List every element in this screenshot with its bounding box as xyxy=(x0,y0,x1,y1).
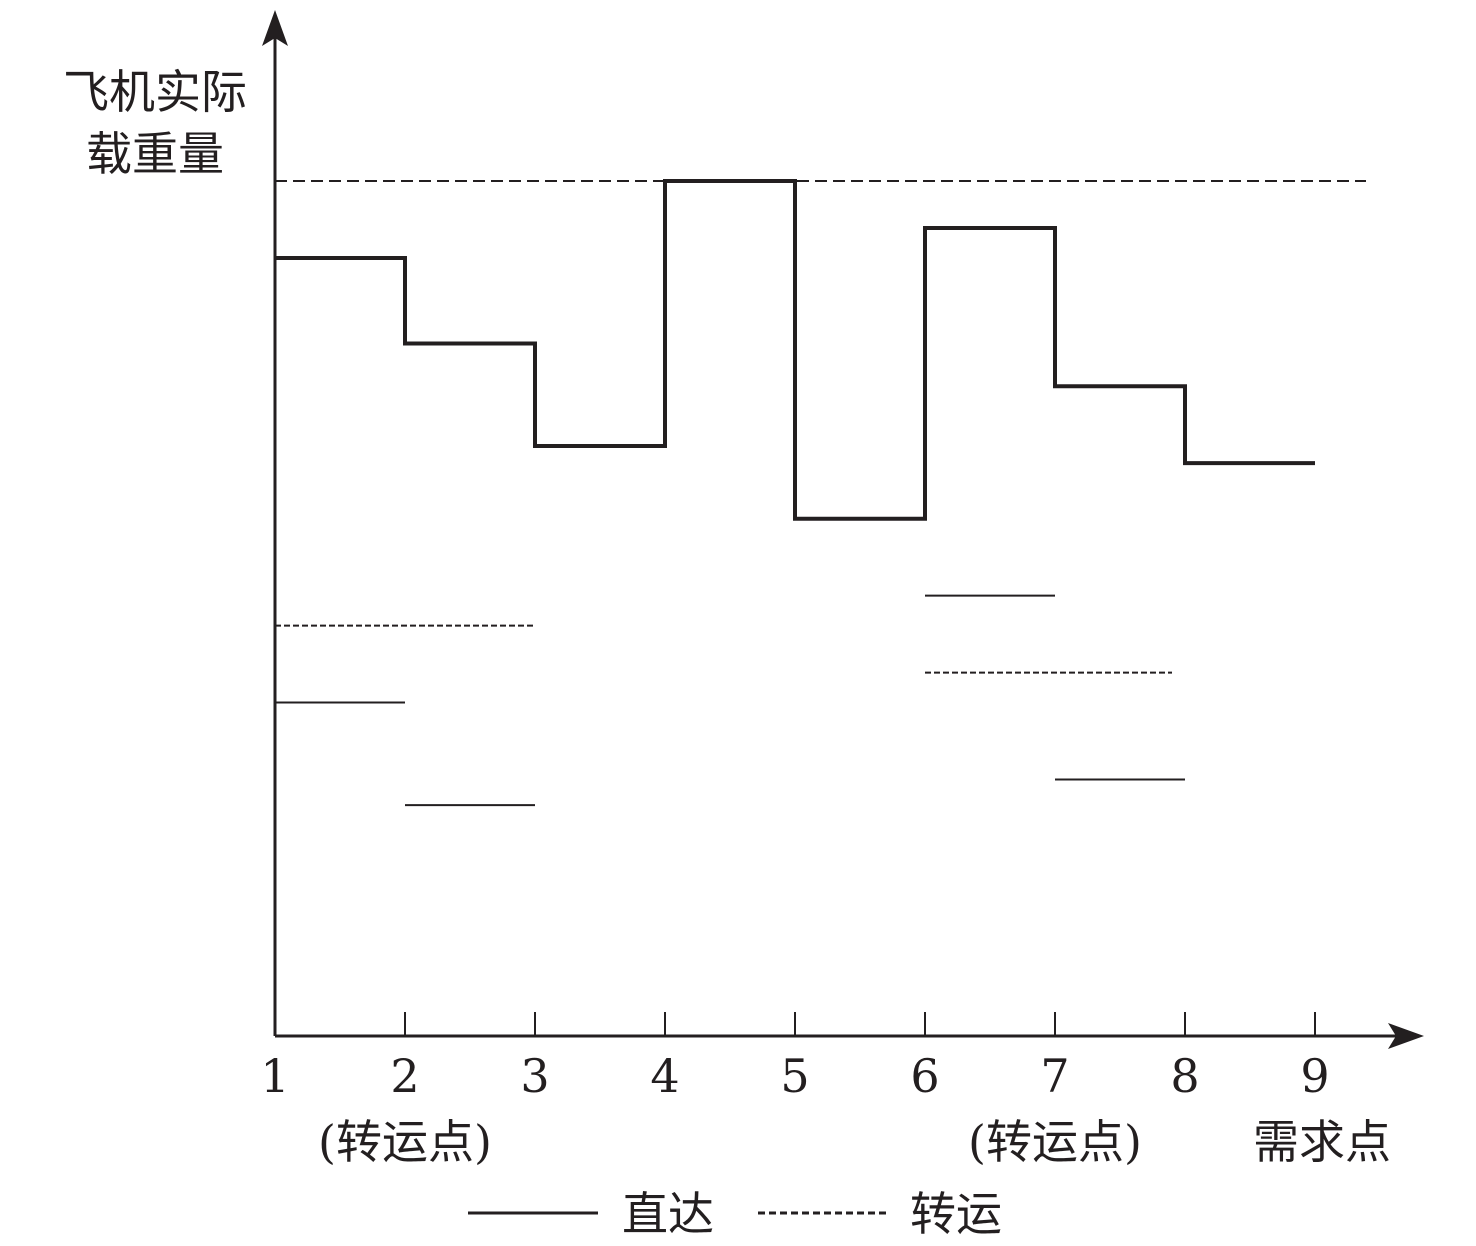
series-transfer xyxy=(275,624,1172,674)
x-ticks xyxy=(404,1012,1316,1036)
total-load-step-line xyxy=(275,179,1315,521)
y-axis-label-line-2: 载重量 xyxy=(86,127,224,181)
series-direct xyxy=(275,594,1185,807)
legend: 直达 转运 xyxy=(468,1187,1002,1241)
legend-label-direct: 直达 xyxy=(622,1187,714,1241)
x-tick-label-5: 5 xyxy=(780,1049,809,1103)
legend-label-transfer: 转运 xyxy=(910,1187,1002,1241)
x-axis-arrow-icon xyxy=(1388,1023,1424,1049)
x-tick-label-1: 1 xyxy=(260,1049,289,1103)
x-tick-label-3: 3 xyxy=(520,1049,549,1103)
x-sublabel-0: (转运点) xyxy=(318,1115,492,1169)
x-tick-label-7: 7 xyxy=(1040,1049,1069,1103)
x-sublabel-1: (转运点) xyxy=(968,1115,1142,1169)
series-total-load xyxy=(275,179,1315,521)
x-tick-label-2: 2 xyxy=(390,1049,419,1103)
x-sublabels: (转运点) (转运点) xyxy=(318,1115,1142,1169)
y-axis-arrow-icon xyxy=(262,10,288,46)
x-tick-label-6: 6 xyxy=(910,1049,939,1103)
x-tick-label-8: 8 xyxy=(1170,1049,1199,1103)
x-tick-labels: 1 2 3 4 5 6 7 8 9 xyxy=(260,1049,1329,1103)
x-axis-label: 需求点 xyxy=(1253,1115,1391,1169)
y-axis-label-line-1: 飞机实际 xyxy=(63,65,247,119)
x-tick-label-9: 9 xyxy=(1300,1049,1329,1103)
x-tick-label-4: 4 xyxy=(650,1049,679,1103)
